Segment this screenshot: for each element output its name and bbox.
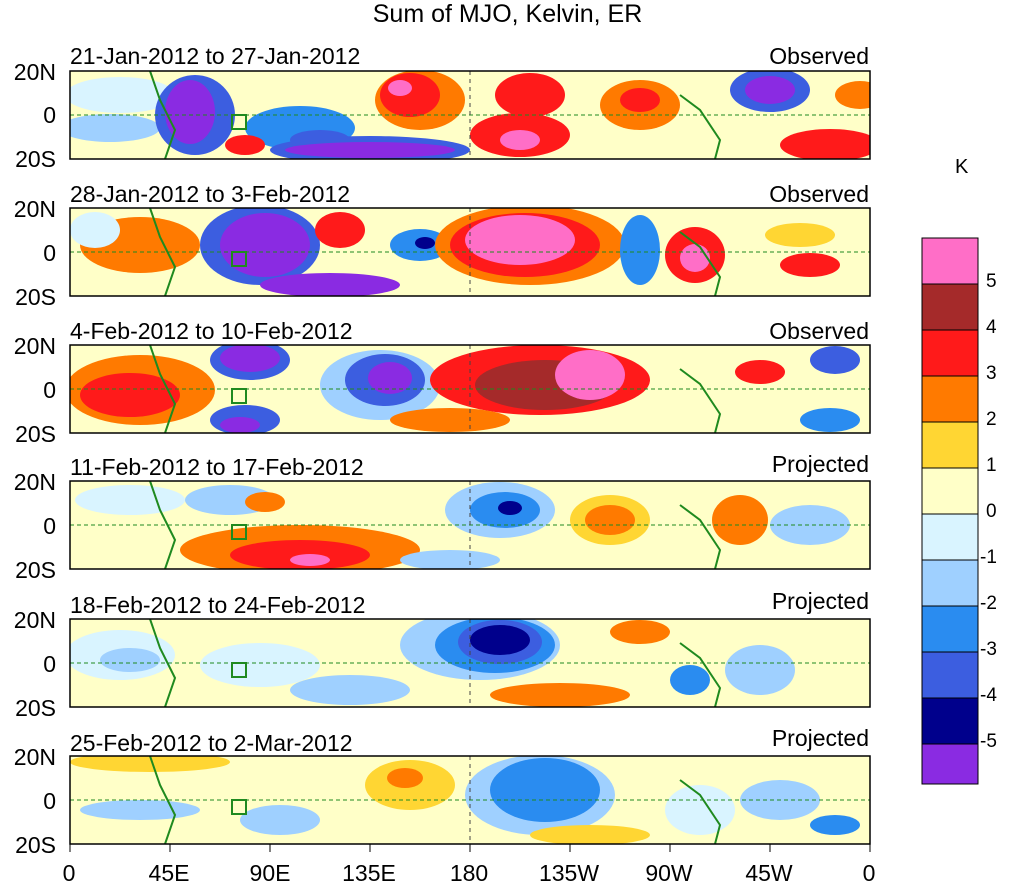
lon-label-90w: 90W	[645, 860, 693, 886]
panel-4-kind: Projected	[771, 451, 869, 477]
lat-label-20s: 20S	[15, 146, 56, 172]
colorbar-label: 1	[986, 455, 997, 476]
lat-label-20s: 20S	[15, 832, 56, 858]
colorbar-swatch	[921, 651, 979, 699]
lat-label-20n: 20N	[13, 196, 56, 222]
colorbar-swatch	[921, 421, 979, 469]
panel-3-map	[70, 345, 870, 433]
lat-label-eq: 0	[43, 377, 56, 403]
lat-label-20s: 20S	[15, 695, 56, 721]
lat-label-eq: 0	[43, 651, 56, 677]
colorbar-label: -3	[980, 639, 997, 660]
lat-label-20n: 20N	[13, 469, 56, 495]
panel-frames	[69, 70, 871, 845]
lat-label-20n: 20N	[13, 607, 56, 633]
lat-label-20s: 20S	[15, 284, 56, 310]
lon-label-135w: 135W	[538, 860, 600, 886]
panel-4-map	[70, 481, 870, 569]
panel-5-date: 18-Feb-2012 to 24-Feb-2012	[70, 592, 366, 618]
colorbar-label: 3	[986, 363, 997, 384]
colorbar-unit: K	[955, 156, 969, 178]
colorbar-swatch	[921, 559, 979, 607]
panel-5-kind: Projected	[771, 588, 869, 614]
panel-1-kind: Observed	[769, 43, 869, 69]
colorbar-swatch	[921, 329, 979, 377]
panel-1-map	[70, 71, 870, 159]
lat-label-eq: 0	[43, 513, 56, 539]
panel-2-date: 28-Jan-2012 to 3-Feb-2012	[70, 181, 351, 207]
panel-2-kind: Observed	[769, 181, 869, 207]
lat-label-20n: 20N	[13, 333, 56, 359]
panel-6-date: 25-Feb-2012 to 2-Mar-2012	[70, 730, 353, 756]
lon-label-180: 180	[449, 860, 489, 886]
lat-label-20s: 20S	[15, 421, 56, 447]
colorbar-swatch	[921, 605, 979, 653]
lon-label-0: 0	[62, 860, 76, 886]
panel-3-date: 4-Feb-2012 to 10-Feb-2012	[70, 318, 353, 344]
panel-6-kind: Projected	[771, 725, 869, 751]
colorbar-label: 2	[986, 409, 997, 430]
lat-label-20n: 20N	[13, 59, 56, 85]
chart-title: Sum of MJO, Kelvin, ER	[372, 0, 643, 28]
lon-label-135e: 135E	[342, 860, 396, 886]
panel-1-date: 21-Jan-2012 to 27-Jan-2012	[70, 43, 361, 69]
axis-ticks	[69, 844, 871, 852]
panel-3-kind: Observed	[769, 318, 869, 344]
colorbar-label: -4	[980, 685, 997, 706]
lat-label-20n: 20N	[13, 744, 56, 770]
lon-label-90e: 90E	[249, 860, 291, 886]
colorbar-label: -1	[980, 547, 997, 568]
lat-label-eq: 0	[43, 788, 56, 814]
coastlines	[149, 70, 722, 845]
colorbar-swatch	[921, 513, 979, 561]
colorbar-label: 4	[986, 317, 997, 338]
panel-5-map	[70, 619, 870, 707]
lat-label-20s: 20S	[15, 557, 56, 583]
lon-label-45w: 45W	[745, 860, 793, 886]
lat-label-eq: 0	[43, 102, 56, 128]
colorbar-swatch	[921, 283, 979, 331]
colorbar-swatch	[921, 743, 979, 785]
colorbar-label: 0	[986, 501, 997, 522]
panel-4-date: 11-Feb-2012 to 17-Feb-2012	[70, 454, 364, 480]
colorbar-swatch	[921, 375, 979, 423]
colorbar-swatch	[921, 467, 979, 515]
colorbar-label: -5	[980, 731, 997, 752]
lon-label-0-end: 0	[862, 860, 876, 886]
colorbar-label: -2	[980, 593, 997, 614]
colorbar-swatch	[921, 697, 979, 745]
colorbar	[921, 237, 979, 785]
colorbar-label: 5	[986, 271, 997, 292]
lat-label-eq: 0	[43, 240, 56, 266]
lon-label-45e: 45E	[148, 860, 190, 886]
colorbar-swatch	[921, 237, 979, 285]
